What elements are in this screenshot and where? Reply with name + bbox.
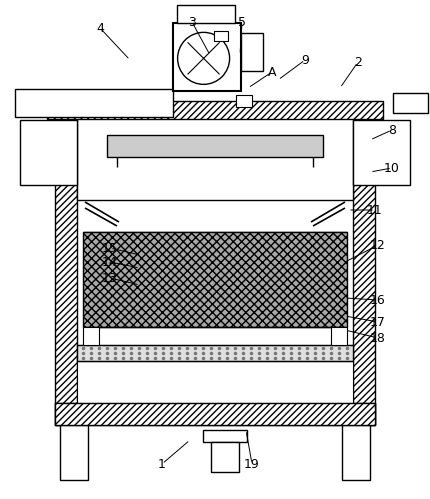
Text: A: A [268,65,276,78]
Text: 15: 15 [102,242,118,254]
Bar [214,31,228,41]
Bar [353,115,375,425]
Bar [55,403,375,425]
Text: 10: 10 [384,162,400,175]
Bar [83,327,99,345]
Bar [331,327,347,345]
Bar [342,425,370,480]
Bar [15,89,173,117]
Bar [83,232,347,327]
Bar [20,120,77,185]
Text: 12: 12 [370,239,386,251]
Text: 9: 9 [301,53,309,66]
Bar [236,95,252,107]
Text: 19: 19 [244,458,260,471]
Text: 1: 1 [158,458,166,471]
Bar [55,403,375,425]
Bar [55,115,77,425]
Bar [203,430,247,442]
Bar [77,345,353,361]
Bar [77,361,353,403]
Text: 16: 16 [370,293,386,306]
Text: 17: 17 [370,315,386,328]
Bar [60,425,88,480]
Bar [177,5,235,23]
Text: 13: 13 [102,271,118,284]
Bar [211,442,239,472]
Bar [47,101,383,119]
Text: 18: 18 [370,331,386,344]
Text: 5: 5 [238,15,246,28]
Bar [241,33,263,71]
Bar [107,135,323,157]
Bar [173,23,241,91]
Text: 3: 3 [188,15,196,28]
Text: 4: 4 [96,21,104,34]
Bar [353,120,410,185]
Bar [393,93,428,113]
Text: 14: 14 [102,255,118,268]
Bar [77,115,353,200]
Text: 8: 8 [388,123,396,137]
Text: 11: 11 [367,204,383,217]
Text: 2: 2 [354,55,362,68]
